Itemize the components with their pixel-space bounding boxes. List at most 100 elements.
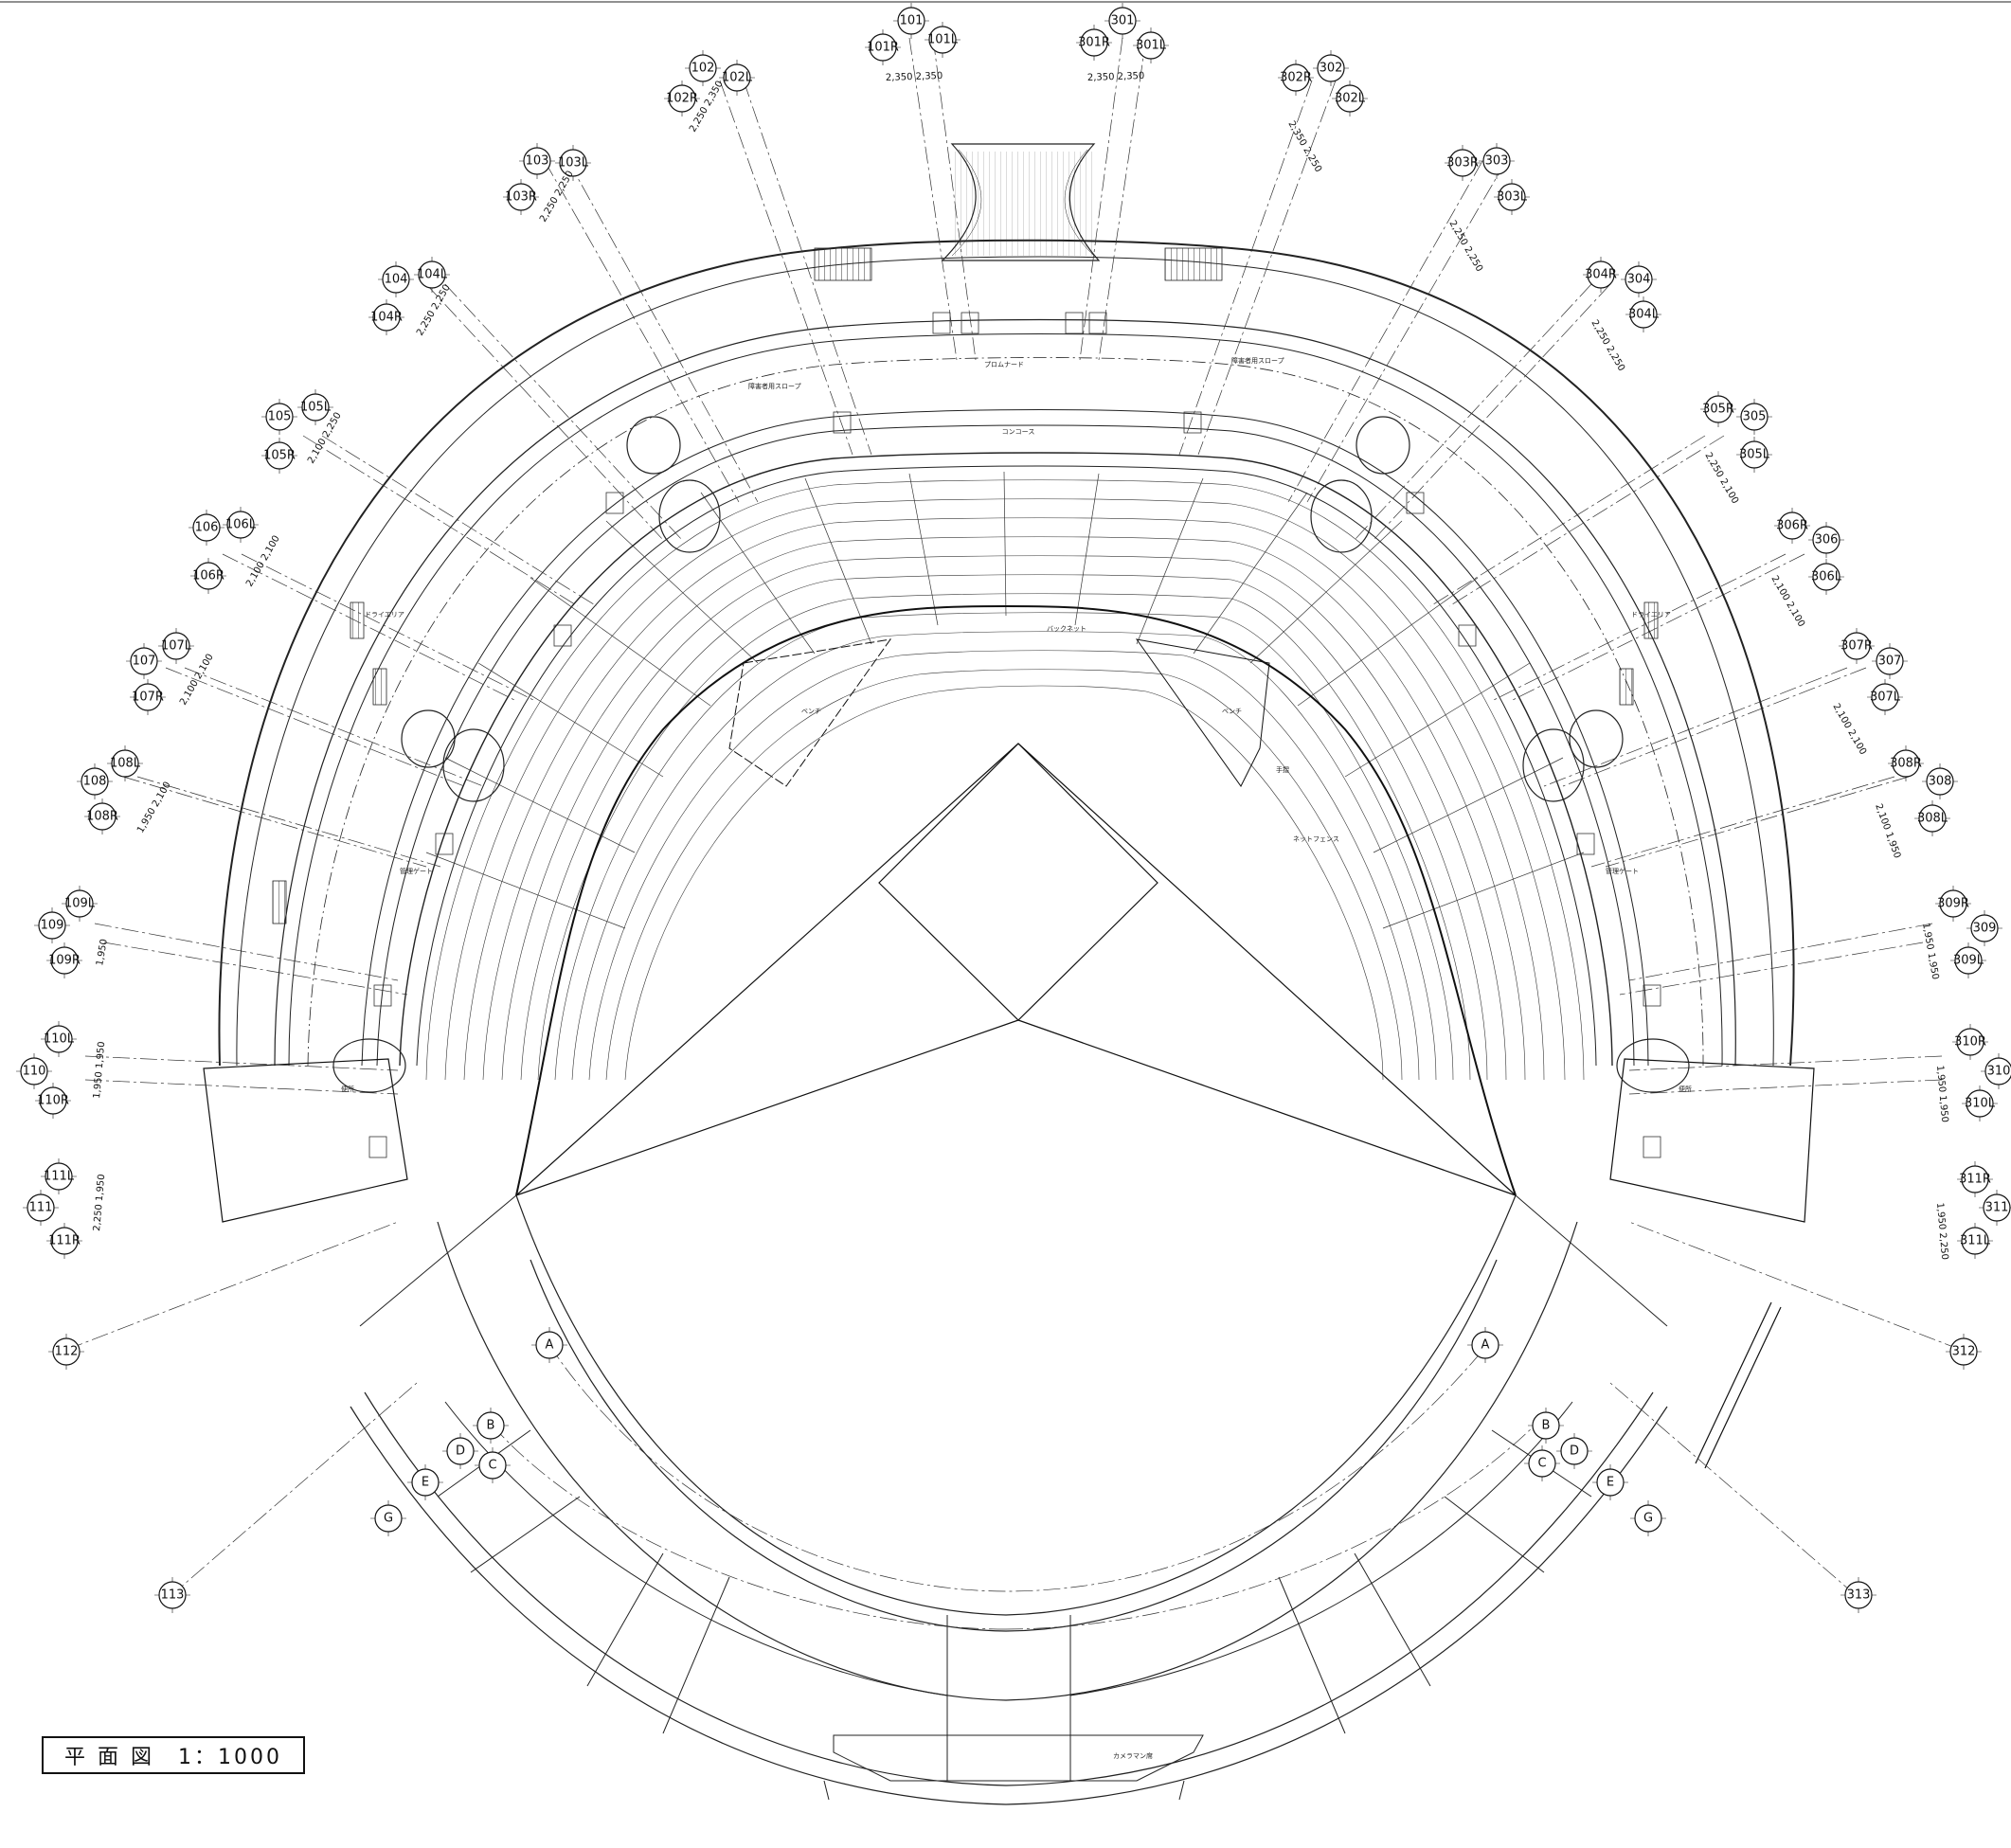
dim-310: 1,950 1,950 — [1934, 1065, 1949, 1122]
grid-bubble-307-label: 307 — [1878, 655, 1902, 669]
grid-bubble-308-label: 308 — [1929, 775, 1952, 789]
grid-bubble-109: 109 — [34, 907, 70, 943]
grid-bubble-right-B-label: B — [1542, 1419, 1551, 1433]
grid-bubble-308R: 308R — [1888, 745, 1924, 781]
grid-bubble-309R: 309R — [1935, 886, 1971, 922]
dim-305: 2,250 2,100 — [1702, 451, 1740, 506]
grid-bubble-103-label: 103 — [526, 154, 549, 169]
grid-bubble-307R: 307R — [1839, 628, 1875, 664]
grid-bubble-105-label: 105 — [268, 410, 292, 424]
dim-306: 2,100 2,100 — [1769, 574, 1806, 629]
grid-bubble-left-A-label: A — [546, 1338, 554, 1353]
grid-bubble-105: 105 — [261, 399, 297, 435]
grid-bubble-305: 305 — [1736, 399, 1772, 435]
grid-bubble-106R-label: 106R — [192, 569, 224, 583]
grid-bubble-108-label: 108 — [83, 775, 107, 789]
concourse-fixtures — [368, 312, 1661, 1158]
grid-bubble-107R-label: 107R — [132, 691, 164, 705]
grid-bubble-102L: 102L — [719, 60, 755, 96]
grid-bubble-107-label: 107 — [133, 655, 156, 669]
grid-bubble-101R-label: 101R — [867, 41, 899, 55]
grid-bubble-102L-label: 102L — [722, 71, 753, 85]
grid-bubble-306L-label: 306L — [1811, 570, 1842, 584]
grid-bubble-104L-label: 104L — [417, 268, 448, 282]
grid-bubble-303-label: 303 — [1485, 154, 1509, 169]
grid-bubble-306: 306 — [1808, 522, 1844, 558]
grid-bubble-104R-label: 104R — [370, 311, 403, 325]
grid-bubble-105L-label: 105L — [300, 401, 332, 415]
grid-bubble-306-label: 306 — [1815, 533, 1839, 547]
grid-bubble-301R: 301R — [1076, 25, 1112, 61]
grid-bubble-111-label: 111 — [29, 1201, 53, 1215]
grid-bubble-310R-label: 310R — [1954, 1035, 1986, 1050]
drawing-title: 平 面 図 1：1000 — [42, 1736, 305, 1774]
label-concourse: コンコース — [1002, 428, 1035, 436]
label-toilet-right: 便所 — [1679, 1085, 1692, 1093]
outfield-bays — [359, 1194, 1668, 1801]
grid-bubble-312: 312 — [1946, 1334, 1982, 1370]
grid-bubble-104: 104 — [378, 261, 414, 297]
dim-108: 1,950 2,100 — [135, 780, 173, 835]
grid-bubble-right-D: D — [1556, 1433, 1592, 1469]
label-backnet: バックネット — [1047, 625, 1086, 633]
grid-bubble-302R: 302R — [1278, 60, 1314, 96]
grid-bubble-308R-label: 308R — [1890, 757, 1922, 771]
dim-111: 2,250 1,950 — [92, 1174, 107, 1231]
grid-bubble-311R-label: 311R — [1959, 1173, 1991, 1187]
grid-bubble-107L-label: 107L — [161, 639, 192, 654]
grid-bubble-109L: 109L — [62, 886, 98, 922]
grid-bubble-305L: 305L — [1736, 437, 1772, 473]
grid-bubble-left-D: D — [442, 1433, 478, 1469]
grid-bubble-301L-label: 301L — [1136, 39, 1167, 53]
grid-bubble-106-label: 106 — [195, 521, 219, 535]
label-handrail: 手摺 — [1276, 765, 1289, 774]
grid-bubble-306R-label: 306R — [1776, 519, 1808, 533]
grid-bubble-right-A-label: A — [1481, 1338, 1490, 1353]
grid-bubble-107: 107 — [126, 643, 162, 679]
grid-bubble-101-label: 101 — [900, 14, 924, 28]
grid-bubble-left-E-label: E — [422, 1476, 429, 1490]
seating-bowl — [425, 479, 1585, 1081]
grid-bubble-311L-label: 311L — [1960, 1234, 1991, 1248]
grid-bubble-106L-label: 106L — [225, 518, 257, 532]
grid-bubble-111L: 111L — [41, 1158, 77, 1194]
grid-bubble-308: 308 — [1922, 763, 1958, 799]
outer-rings — [218, 239, 1795, 1067]
grid-bubble-110R: 110R — [35, 1083, 71, 1119]
grid-bubble-306R: 306R — [1774, 508, 1810, 544]
label-promenade: プロムナード — [984, 361, 1024, 368]
grid-bubble-103: 103 — [519, 143, 555, 179]
grid-bubble-313: 313 — [1840, 1577, 1876, 1613]
grid-bubble-303L: 303L — [1494, 179, 1530, 215]
grid-bubble-309R-label: 309R — [1937, 897, 1969, 911]
grid-bubble-304: 304 — [1621, 261, 1657, 297]
grid-bubble-301L: 301L — [1133, 27, 1169, 63]
grid-bubble-307R-label: 307R — [1840, 639, 1873, 654]
grid-bubble-304R-label: 304R — [1585, 268, 1617, 282]
main-entrance — [272, 143, 1659, 924]
dim-101: 2,350 2,350 — [886, 71, 943, 83]
room-labels: プロムナード コンコース 障害者用スロープ 障害者用スロープ ドライエリア ドラ… — [341, 356, 1692, 1760]
grid-bubble-301: 301 — [1104, 3, 1140, 39]
grid-bubble-311: 311 — [1979, 1190, 2011, 1226]
grid-bubble-112-label: 112 — [55, 1345, 79, 1359]
grid-bubble-308L-label: 308L — [1917, 812, 1948, 826]
label-camera: カメラマン席 — [1113, 1751, 1153, 1760]
grid-bubble-108: 108 — [77, 763, 113, 799]
grid-bubble-302L-label: 302L — [1335, 92, 1366, 106]
grid-bubble-301-label: 301 — [1111, 14, 1135, 28]
infield — [515, 743, 1517, 1196]
label-slope-right: 障害者用スロープ — [1231, 356, 1284, 365]
grid-bubble-311L: 311L — [1957, 1223, 1993, 1259]
grid-bubble-303L-label: 303L — [1497, 190, 1528, 205]
grid-bubble-101: 101 — [893, 3, 929, 39]
grid-bubble-306L: 306L — [1808, 559, 1844, 595]
grid-bubble-310R: 310R — [1952, 1024, 1988, 1060]
grid-bubble-111R-label: 111R — [48, 1234, 81, 1248]
dim-309: 1,950 1,950 — [1920, 923, 1940, 980]
grid-bubble-313-label: 313 — [1847, 1588, 1871, 1603]
grid-bubble-305L-label: 305L — [1739, 448, 1770, 462]
grid-bubble-303R-label: 303R — [1446, 156, 1479, 170]
grid-bubble-109L-label: 109L — [64, 897, 96, 911]
grid-bubble-101L: 101L — [925, 22, 961, 58]
